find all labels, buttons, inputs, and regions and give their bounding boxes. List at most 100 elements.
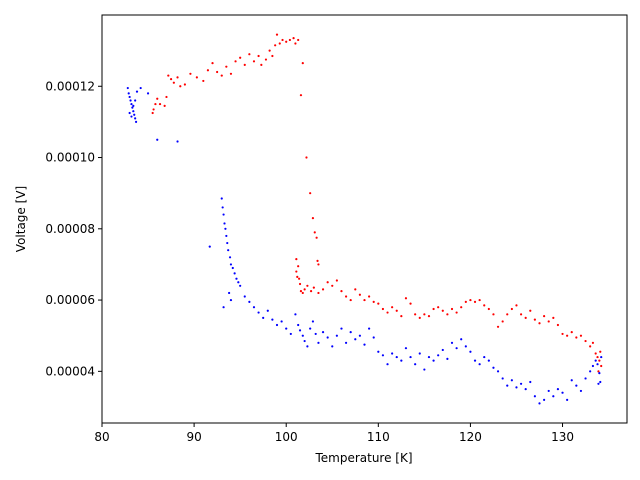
data-point [570, 379, 573, 382]
data-point [596, 355, 599, 359]
data-point [224, 227, 227, 230]
data-point [519, 382, 523, 385]
data-point [243, 63, 246, 66]
data-point [529, 380, 532, 384]
x-axis-label: Temperature [K] [314, 451, 412, 465]
data-point [216, 70, 219, 74]
data-point [344, 341, 348, 344]
data-point [529, 309, 532, 312]
data-point [368, 295, 371, 298]
data-point [487, 359, 490, 362]
data-point [441, 348, 444, 352]
data-point [547, 389, 550, 393]
x-tick-label: 100 [275, 430, 298, 444]
data-point [478, 363, 481, 366]
data-point [301, 334, 304, 337]
x-tick-label: 80 [94, 430, 109, 444]
data-point [589, 370, 592, 373]
data-point [575, 384, 578, 387]
data-point [515, 304, 518, 307]
data-point [275, 33, 279, 36]
data-point [315, 236, 318, 239]
data-point [506, 313, 509, 316]
data-point [297, 323, 300, 327]
data-point [294, 313, 297, 316]
data-point [309, 192, 312, 195]
data-point [202, 79, 205, 83]
data-point [487, 307, 490, 311]
data-point [206, 69, 210, 72]
data-point [596, 363, 599, 366]
data-point [566, 334, 569, 337]
x-tick-label: 130 [551, 430, 574, 444]
data-point [414, 313, 417, 316]
data-point [600, 355, 603, 359]
data-point [195, 76, 198, 79]
data-point [368, 327, 371, 330]
data-point [510, 379, 513, 382]
data-point [584, 339, 587, 343]
data-point [354, 288, 357, 291]
data-point [169, 78, 173, 81]
data-point [165, 95, 168, 99]
data-point [321, 288, 325, 291]
data-point [151, 111, 154, 115]
data-point [354, 338, 357, 341]
data-point [533, 318, 536, 321]
data-point [128, 95, 131, 99]
data-point [483, 304, 486, 307]
data-point [358, 293, 361, 296]
data-point [275, 323, 279, 327]
y-tick-label: 0.00012 [45, 79, 95, 93]
x-tick-label: 90 [186, 430, 201, 444]
x-tick-label: 110 [367, 430, 390, 444]
y-tick-label: 0.00004 [45, 364, 95, 378]
series-1-points [126, 86, 603, 405]
data-point [600, 364, 603, 368]
data-point [492, 313, 495, 316]
data-point [533, 395, 536, 398]
data-point [226, 241, 229, 245]
data-point [132, 110, 135, 113]
data-point [134, 117, 137, 120]
data-point [524, 316, 527, 319]
data-point [299, 94, 303, 97]
data-point [239, 284, 242, 287]
data-point [221, 206, 224, 209]
data-point [492, 366, 495, 369]
data-point [331, 284, 334, 287]
data-point [306, 284, 309, 287]
data-point [372, 300, 375, 303]
data-point [427, 355, 431, 359]
data-point [292, 37, 295, 40]
data-point [156, 138, 159, 141]
data-point [464, 345, 467, 348]
data-point [305, 156, 308, 159]
data-point [561, 391, 564, 394]
data-point [597, 382, 600, 385]
data-point [358, 334, 361, 337]
data-point [519, 313, 523, 316]
data-point [395, 355, 398, 359]
plot-frame [101, 14, 628, 424]
x-tick-label: 120 [459, 430, 482, 444]
data-point [288, 38, 291, 42]
data-point [538, 322, 541, 325]
data-point [460, 338, 463, 341]
data-point [268, 49, 271, 52]
data-point [222, 306, 225, 309]
data-point [326, 281, 329, 284]
data-point [391, 306, 394, 309]
data-point [271, 318, 274, 321]
y-tick-label: 0.00006 [45, 293, 95, 307]
data-point [437, 306, 440, 309]
data-point [584, 377, 587, 380]
data-point [496, 370, 500, 373]
data-point [589, 345, 592, 348]
data-point [234, 60, 237, 63]
data-point [127, 92, 130, 95]
data-point [404, 347, 408, 350]
data-point [228, 256, 232, 259]
data-point [225, 234, 228, 238]
data-point [228, 291, 231, 295]
